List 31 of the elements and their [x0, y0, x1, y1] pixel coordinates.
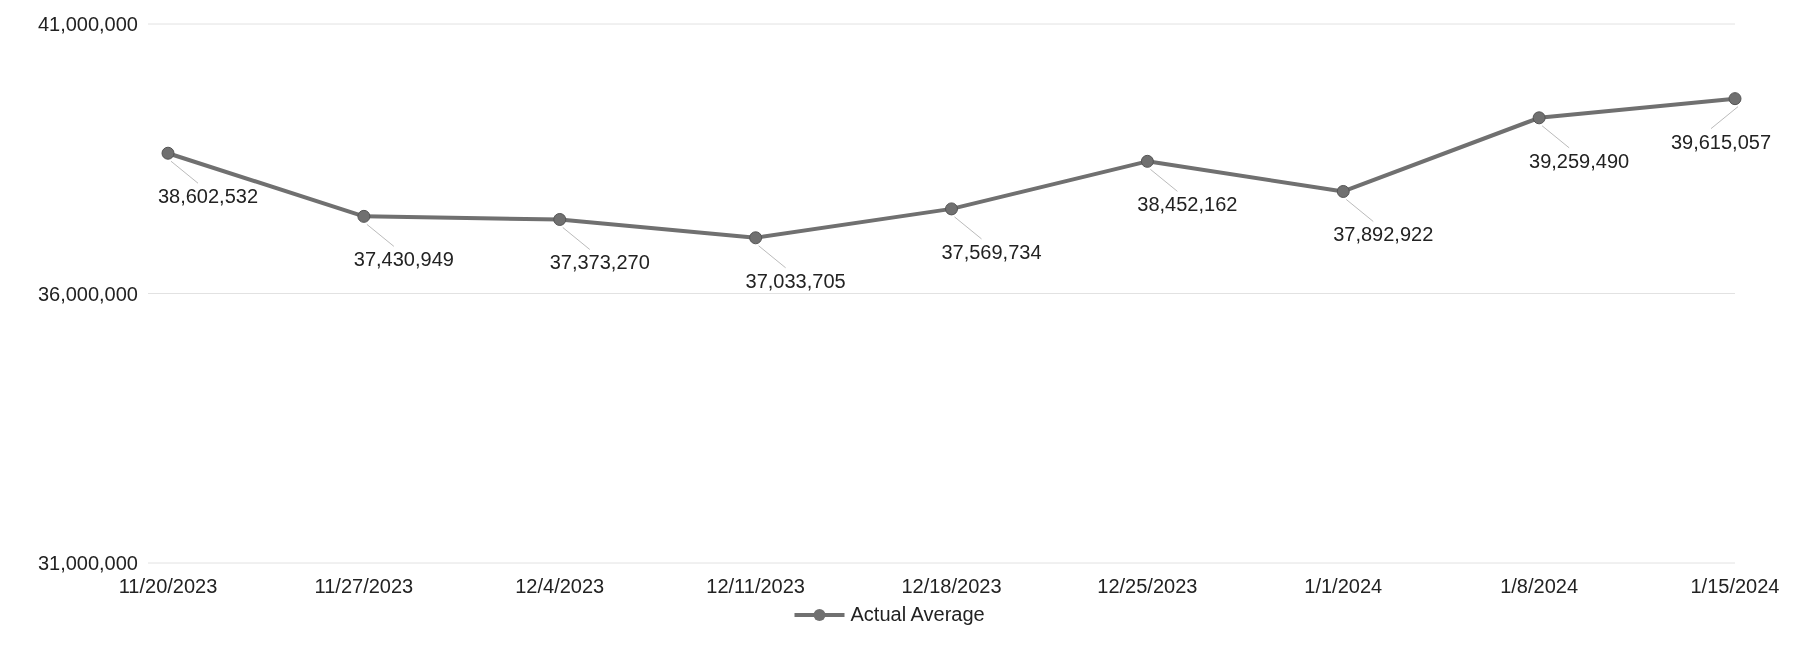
data-label: 38,602,532 [157, 185, 259, 208]
point [1532, 111, 1546, 125]
y-tick-label: 36,000,000 [37, 282, 138, 305]
y-tick-label: 41,000,000 [37, 13, 138, 35]
x-tick-label: 12/4/2023 [515, 575, 605, 597]
data-label: 37,430,949 [353, 248, 454, 271]
point [357, 209, 371, 223]
data-label: 39,615,057 [1670, 130, 1772, 153]
point [161, 146, 175, 160]
point [1336, 184, 1350, 198]
legend-label: Actual Average [850, 603, 985, 625]
data-label: 37,373,270 [549, 251, 650, 274]
point [1140, 154, 1154, 168]
data-label: 37,033,705 [745, 269, 846, 292]
x-tick-label: 1/1/2024 [1304, 575, 1383, 597]
x-tick-label: 1/15/2024 [1690, 575, 1780, 597]
data-label: 37,892,922 [1333, 223, 1434, 246]
x-tick-label: 11/27/2023 [314, 575, 414, 597]
y-tick-label: 31,000,000 [37, 552, 138, 574]
data-label: 39,259,490 [1529, 149, 1630, 172]
data-label: 38,452,162 [1137, 193, 1238, 216]
point [945, 202, 958, 216]
point [553, 212, 567, 226]
x-tick-label: 11/20/2023 [118, 575, 218, 597]
x-tick-label: 12/11/2023 [706, 575, 805, 597]
x-tick-label: 12/18/2023 [901, 575, 1002, 597]
point [749, 231, 763, 245]
point [1728, 92, 1742, 106]
x-tick-label: 1/8/2024 [1500, 575, 1579, 597]
data-label: 37,569,734 [941, 240, 1042, 263]
x-tick-label: 12/25/2023 [1097, 575, 1198, 597]
